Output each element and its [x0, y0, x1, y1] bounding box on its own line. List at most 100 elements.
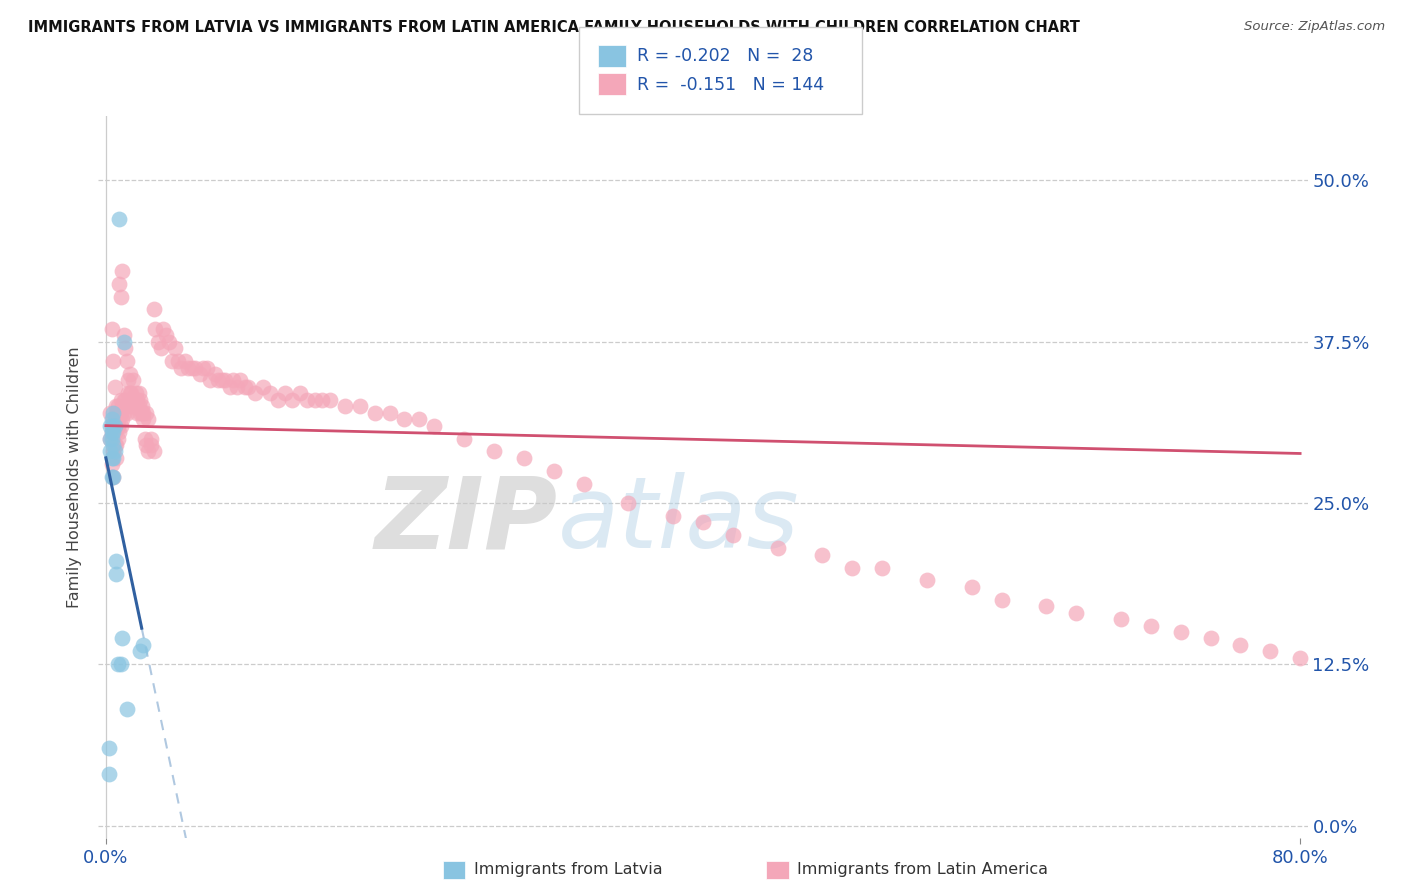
Point: [129, 392, 152, 407]
Point: [101, 425, 124, 439]
Point: [136, 444, 159, 458]
Point: [166, 354, 188, 368]
Point: [104, 380, 127, 394]
Point: [110, 290, 132, 304]
Point: [136, 412, 159, 426]
Point: [107, 657, 129, 672]
Point: [152, 322, 174, 336]
Point: [104, 438, 127, 452]
Point: [103, 418, 125, 433]
Point: [122, 392, 145, 407]
Point: [155, 328, 177, 343]
Point: [111, 264, 134, 278]
Point: [131, 399, 153, 413]
Point: [112, 392, 135, 407]
Point: [1064, 606, 1087, 620]
Point: [297, 392, 319, 407]
Point: [143, 322, 166, 336]
Point: [115, 354, 138, 368]
Point: [103, 425, 125, 439]
Point: [222, 374, 245, 388]
Point: [117, 374, 139, 388]
Point: [108, 406, 131, 420]
Point: [103, 418, 125, 433]
Point: [1035, 599, 1057, 614]
Point: [259, 386, 281, 401]
Point: [125, 399, 148, 413]
Point: [453, 432, 475, 446]
Point: [1229, 638, 1251, 652]
Point: [110, 418, 132, 433]
Point: [160, 354, 183, 368]
Point: [266, 392, 288, 407]
Point: [114, 399, 136, 413]
Text: R = -0.202   N =  28: R = -0.202 N = 28: [637, 47, 813, 65]
Point: [132, 412, 155, 426]
Point: [274, 386, 297, 401]
Point: [128, 386, 150, 401]
Point: [132, 638, 155, 652]
Point: [142, 444, 165, 458]
Point: [572, 476, 595, 491]
Point: [363, 406, 385, 420]
Point: [107, 412, 129, 426]
Point: [98, 406, 121, 420]
Point: [101, 418, 124, 433]
Point: [104, 425, 127, 439]
Point: [150, 341, 173, 355]
Point: [110, 406, 132, 420]
Point: [304, 392, 326, 407]
Point: [1199, 632, 1222, 646]
Point: [127, 392, 149, 407]
Point: [108, 212, 131, 227]
Point: [101, 432, 124, 446]
Point: [960, 580, 983, 594]
Point: [103, 450, 125, 465]
Point: [252, 380, 274, 394]
Point: [915, 574, 938, 588]
Point: [105, 399, 128, 413]
Point: [543, 464, 565, 478]
Point: [200, 374, 222, 388]
Point: [482, 444, 505, 458]
Point: [990, 592, 1012, 607]
Point: [197, 360, 219, 375]
Point: [118, 386, 141, 401]
Point: [319, 392, 342, 407]
Point: [115, 406, 138, 420]
Point: [132, 406, 155, 420]
Point: [114, 392, 136, 407]
Point: [101, 450, 124, 465]
Point: [378, 406, 401, 420]
Point: [226, 380, 249, 394]
Point: [135, 438, 157, 452]
Point: [146, 334, 169, 349]
Point: [1140, 618, 1163, 632]
Point: [105, 566, 128, 581]
Text: Immigrants from Latvia: Immigrants from Latvia: [474, 863, 662, 877]
Point: [281, 392, 304, 407]
Point: [107, 418, 129, 433]
Point: [112, 406, 135, 420]
Point: [333, 399, 356, 413]
Point: [841, 560, 863, 574]
Point: [118, 392, 141, 407]
Point: [108, 277, 131, 291]
Point: [108, 425, 131, 439]
Point: [191, 360, 214, 375]
Text: ZIP: ZIP: [375, 472, 558, 569]
Point: [103, 470, 125, 484]
Point: [169, 360, 191, 375]
Point: [111, 412, 134, 426]
Point: [288, 386, 311, 401]
Point: [218, 380, 240, 394]
Point: [103, 470, 125, 484]
Point: [105, 554, 128, 568]
Point: [104, 418, 127, 433]
Point: [97, 741, 120, 756]
Point: [112, 334, 135, 349]
Point: [214, 374, 236, 388]
Point: [120, 399, 142, 413]
Text: R =  -0.151   N = 144: R = -0.151 N = 144: [637, 76, 824, 94]
Point: [177, 360, 200, 375]
